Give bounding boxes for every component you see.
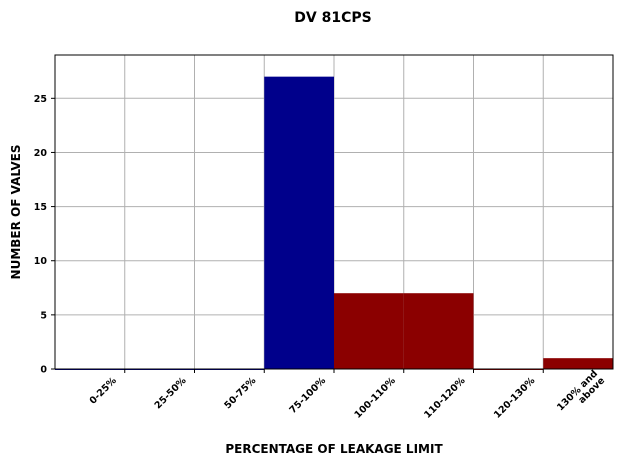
x-tick-label: 25-50% <box>153 375 189 411</box>
y-tick-label: 10 <box>34 256 48 267</box>
chart-title: DV 81CPS <box>294 10 371 26</box>
x-tick-label: 100-110% <box>353 375 399 421</box>
bar <box>543 358 613 369</box>
x-axis-label: PERCENTAGE OF LEAKAGE LIMIT <box>225 442 443 456</box>
x-tick-label: 50-75% <box>222 375 258 411</box>
y-tick-label: 15 <box>34 202 47 213</box>
x-tick-label: 75-100% <box>287 375 328 416</box>
x-tick-label: 110-120% <box>422 375 468 421</box>
bar <box>334 293 404 369</box>
x-tick-label: 0-25% <box>88 375 120 407</box>
bar <box>403 293 474 369</box>
x-axis-ticks: 0-25% 25-50% 50-75% 75-100% 100-110% 110-120%… <box>88 368 608 420</box>
x-tick-label: 120-130% <box>492 375 538 421</box>
bar <box>264 76 334 369</box>
y-tick-label: 20 <box>34 148 48 159</box>
y-axis-label: NUMBER OF VALVES <box>9 145 23 280</box>
y-tick-label: 5 <box>40 310 47 321</box>
bars <box>55 76 613 370</box>
x-tick-label: 130% andabove <box>555 368 607 420</box>
y-tick-label: 25 <box>34 94 47 105</box>
y-axis-ticks: 0 5 10 15 20 25 <box>34 94 55 376</box>
y-tick-label: 0 <box>40 365 47 376</box>
